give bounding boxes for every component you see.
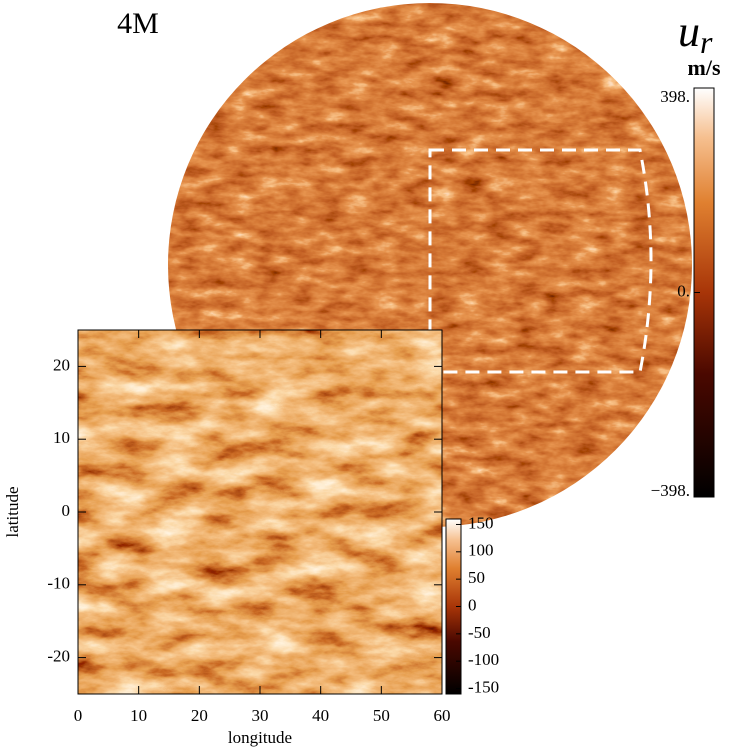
- y-tick-label: 0: [62, 501, 71, 520]
- colorbar-tick-label: −398.: [651, 481, 690, 500]
- colorbar-subscript: r: [700, 24, 713, 60]
- inset-colorbar-tick-label: -150: [468, 677, 499, 696]
- y-tick-label: -10: [47, 574, 70, 593]
- inset-field: [78, 330, 442, 694]
- inset-colorbar-tick-label: 0: [468, 595, 477, 614]
- x-tick-label: 40: [312, 706, 329, 725]
- inset-colorbar-tick-label: 50: [468, 568, 485, 587]
- inset-colorbar-tick-label: 150: [468, 513, 494, 532]
- x-tick-label: 30: [252, 706, 269, 725]
- y-tick-label: -20: [47, 647, 70, 666]
- inset-colorbar-tick-label: -50: [468, 623, 491, 642]
- y-axis-label: latitude: [3, 487, 22, 538]
- x-axis-label: longitude: [228, 728, 292, 747]
- colorbar-symbol: u: [678, 7, 700, 56]
- inset-colorbar-tick-label: -100: [468, 650, 499, 669]
- x-tick-label: 10: [130, 706, 147, 725]
- x-tick-label: 20: [191, 706, 208, 725]
- colorbar-tick-label: 398.: [660, 87, 690, 106]
- model-label: 4M: [117, 7, 159, 40]
- x-tick-label: 60: [434, 706, 451, 725]
- y-tick-label: 20: [53, 355, 70, 374]
- y-tick-label: 10: [53, 428, 70, 447]
- x-tick-label: 0: [74, 706, 83, 725]
- x-tick-label: 50: [373, 706, 390, 725]
- colorbar-unit: m/s: [688, 55, 721, 80]
- colorbar-tick-label: 0.: [677, 281, 690, 300]
- colorbar-title: ur: [678, 7, 713, 60]
- zoom-box: [428, 148, 653, 374]
- inset-colorbar-tick-label: 100: [468, 541, 494, 560]
